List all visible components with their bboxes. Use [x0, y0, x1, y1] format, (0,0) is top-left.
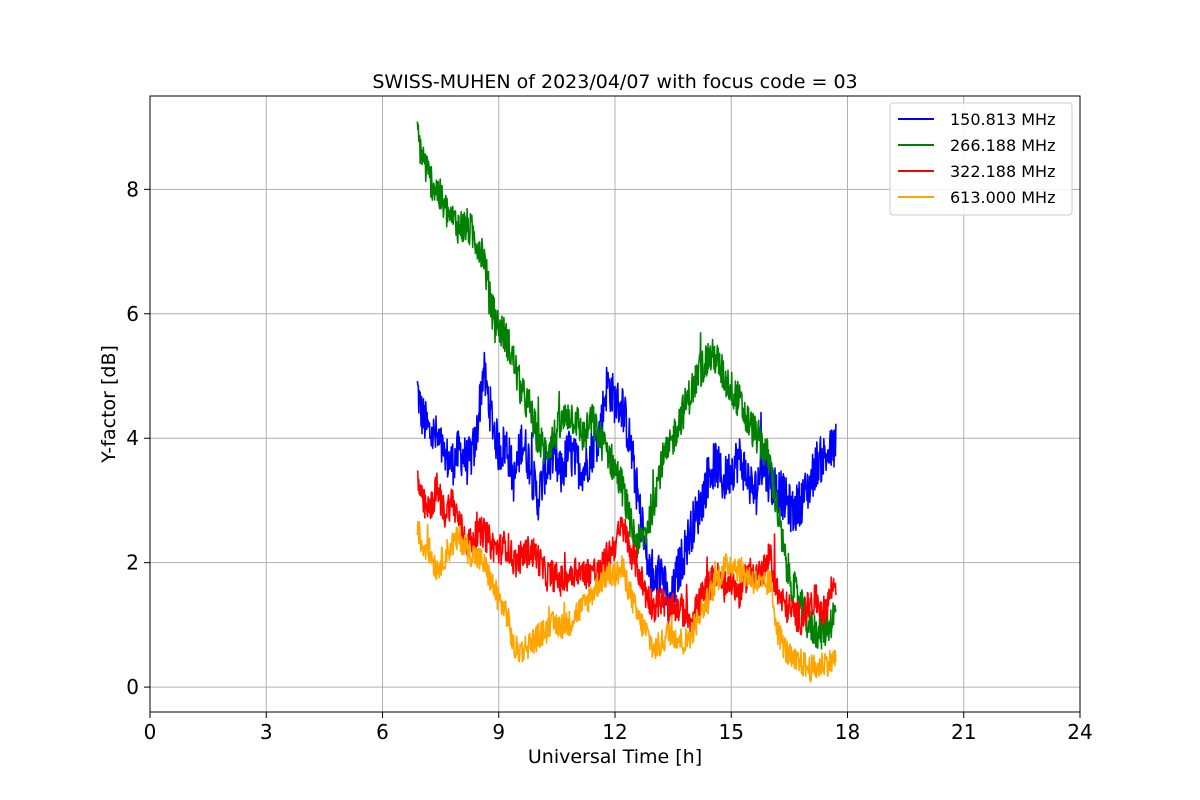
- x-tick-label: 3: [260, 720, 273, 744]
- x-tick-label: 18: [835, 720, 860, 744]
- series-line-0: [416, 351, 837, 622]
- legend-label: 266.188 MHz: [950, 136, 1055, 155]
- series-line-2: [416, 470, 837, 636]
- x-tick-label: 0: [144, 720, 157, 744]
- x-tick-label: 21: [951, 720, 976, 744]
- y-tick-label: 8: [126, 177, 139, 201]
- y-tick-label: 6: [126, 302, 139, 326]
- legend-label: 150.813 MHz: [950, 110, 1055, 129]
- x-tick-label: 24: [1067, 720, 1092, 744]
- legend-box: [889, 102, 1073, 216]
- legend-label: 613.000 MHz: [950, 188, 1055, 207]
- x-axis-label: Universal Time [h]: [528, 746, 702, 768]
- y-tick-label: 4: [126, 426, 139, 450]
- y-tick-label: 0: [126, 675, 139, 699]
- series-layer: [416, 121, 837, 683]
- y-axis-label: Y-factor [dB]: [98, 345, 120, 464]
- x-tick-label: 15: [719, 720, 744, 744]
- x-tick-label: 9: [492, 720, 505, 744]
- x-tick-label: 6: [376, 720, 389, 744]
- chart-title: SWISS-MUHEN of 2023/04/07 with focus cod…: [372, 71, 857, 93]
- legend: 150.813 MHz 266.188 MHz 322.188 MHz 613.000…: [889, 102, 1073, 216]
- series-line-1: [416, 121, 837, 650]
- series-line-3: [416, 521, 837, 683]
- y-tick-label: 2: [126, 551, 139, 575]
- legend-label: 322.188 MHz: [950, 162, 1055, 181]
- x-tick-label: 12: [602, 720, 627, 744]
